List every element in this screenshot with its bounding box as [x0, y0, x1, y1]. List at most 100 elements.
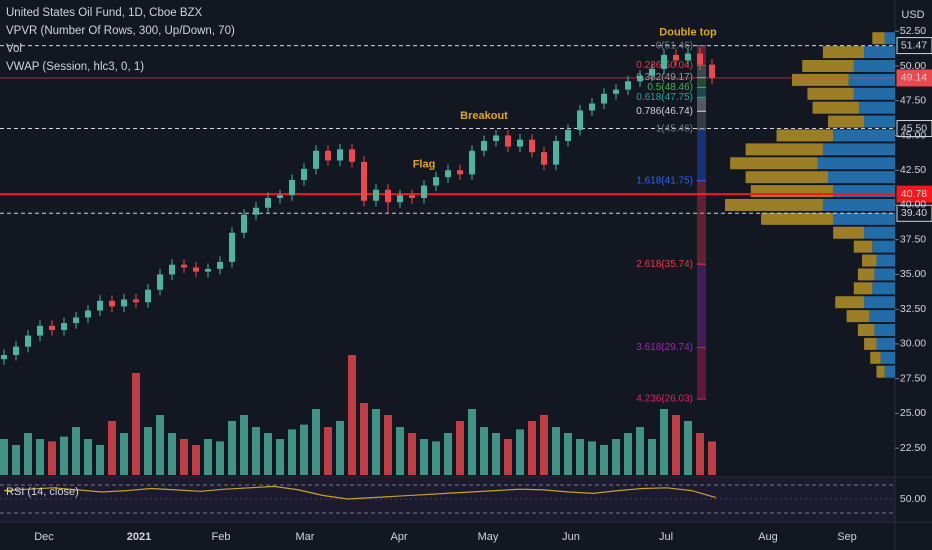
profile-up — [833, 185, 895, 198]
candle-body — [673, 54, 679, 61]
plot: 51.4749.1445.5040.7839.400(51.46)0.236(5… — [0, 27, 932, 543]
candle-body — [241, 214, 247, 233]
volume-bar — [300, 424, 308, 475]
candle-body — [529, 139, 535, 153]
fib-band — [697, 180, 706, 265]
fib-label: 1.618(41.75) — [636, 175, 693, 186]
profile-down — [853, 282, 873, 295]
fib-label: 0.618(47.75) — [636, 92, 693, 103]
profile-down — [745, 171, 829, 184]
candle-body — [253, 207, 259, 215]
fib-label: 0(51.46) — [656, 40, 693, 51]
profile-down — [745, 143, 823, 156]
candle-body — [577, 110, 583, 130]
volume-bar — [636, 427, 644, 475]
volume-bar — [504, 439, 512, 475]
candle-body — [289, 179, 295, 196]
y-tick-label: 27.50 — [900, 372, 926, 384]
y-tick-label: 45.00 — [900, 129, 926, 141]
profile-up — [817, 157, 895, 170]
profile-down — [725, 198, 823, 211]
volume-bar — [528, 421, 536, 475]
candle-body — [469, 150, 475, 175]
profile-down — [828, 115, 865, 128]
profile-down — [822, 46, 865, 59]
currency: USD — [901, 9, 924, 21]
volume-bar — [192, 445, 200, 475]
volume-bar — [276, 439, 284, 475]
fib-band — [697, 97, 706, 112]
x-tick-label: Aug — [758, 531, 778, 543]
volume-bar — [324, 427, 332, 475]
volume-bar — [168, 433, 176, 475]
fib-band — [697, 111, 706, 130]
volume-bar — [60, 436, 68, 475]
volume-bar — [696, 433, 704, 475]
volume-bar — [468, 409, 476, 475]
volume-bar — [312, 409, 320, 475]
candle-body — [217, 261, 223, 269]
profile-up — [828, 171, 895, 184]
profile-up — [822, 143, 895, 156]
volume-bar — [672, 415, 680, 475]
profile-down — [750, 185, 834, 198]
profile-up — [874, 268, 895, 281]
price-badge-label: 45.50 — [901, 122, 927, 134]
fib-band — [697, 65, 706, 78]
volume-bar — [372, 409, 380, 475]
profile-up — [848, 73, 895, 86]
profile-down — [807, 87, 854, 100]
fib-label: 1(45.46) — [656, 124, 693, 135]
volume-bar — [0, 439, 8, 475]
profile-down — [802, 60, 854, 73]
profile-up — [853, 87, 895, 100]
volume-bar — [552, 427, 560, 475]
candle-body — [637, 75, 643, 82]
profile-down — [853, 240, 873, 253]
candle-body — [409, 195, 415, 199]
price-badge — [896, 69, 932, 87]
profile-down — [862, 254, 877, 267]
x-tick-label: May — [478, 531, 499, 543]
candle-body — [265, 198, 271, 208]
volume-bar — [252, 427, 260, 475]
y-tick-label: 37.50 — [900, 233, 926, 245]
profile-down — [870, 351, 881, 364]
x-tick-label: Jul — [659, 531, 673, 543]
profile-up — [876, 337, 895, 350]
annotation: Breakout — [460, 110, 508, 122]
y-tick-label: 42.50 — [900, 164, 926, 176]
volume-bar — [264, 433, 272, 475]
profile-up — [872, 282, 895, 295]
volume-bar — [144, 427, 152, 475]
volume-bar — [108, 421, 116, 475]
volume-bar — [648, 439, 656, 475]
candle-body — [49, 325, 55, 331]
candle-body — [337, 149, 343, 161]
fib-label: 0.786(46.74) — [636, 106, 693, 117]
rsi-line — [3, 485, 717, 500]
profile-up — [872, 240, 895, 253]
candle-body — [625, 81, 631, 90]
candle-body — [313, 150, 319, 169]
volume-bar — [396, 427, 404, 475]
volume-bar — [432, 441, 440, 475]
volume-bar — [48, 441, 56, 475]
candle-body — [73, 317, 79, 324]
y-tick-label: 25.00 — [900, 407, 926, 419]
y-tick-label: 30.00 — [900, 338, 926, 350]
x-tick-label: Jun — [562, 531, 580, 543]
candle-body — [457, 170, 463, 175]
candle-body — [709, 64, 715, 78]
volume-bar — [564, 433, 572, 475]
profile-up — [864, 46, 895, 59]
profile-up — [833, 129, 895, 142]
y-tick-label: 22.50 — [900, 442, 926, 454]
volume-bar — [576, 439, 584, 475]
profile-down — [776, 129, 834, 142]
y-tick-label: 50.00 — [900, 60, 926, 72]
price-badge — [896, 37, 932, 55]
candle-body — [517, 139, 523, 147]
profile-down — [761, 212, 834, 225]
